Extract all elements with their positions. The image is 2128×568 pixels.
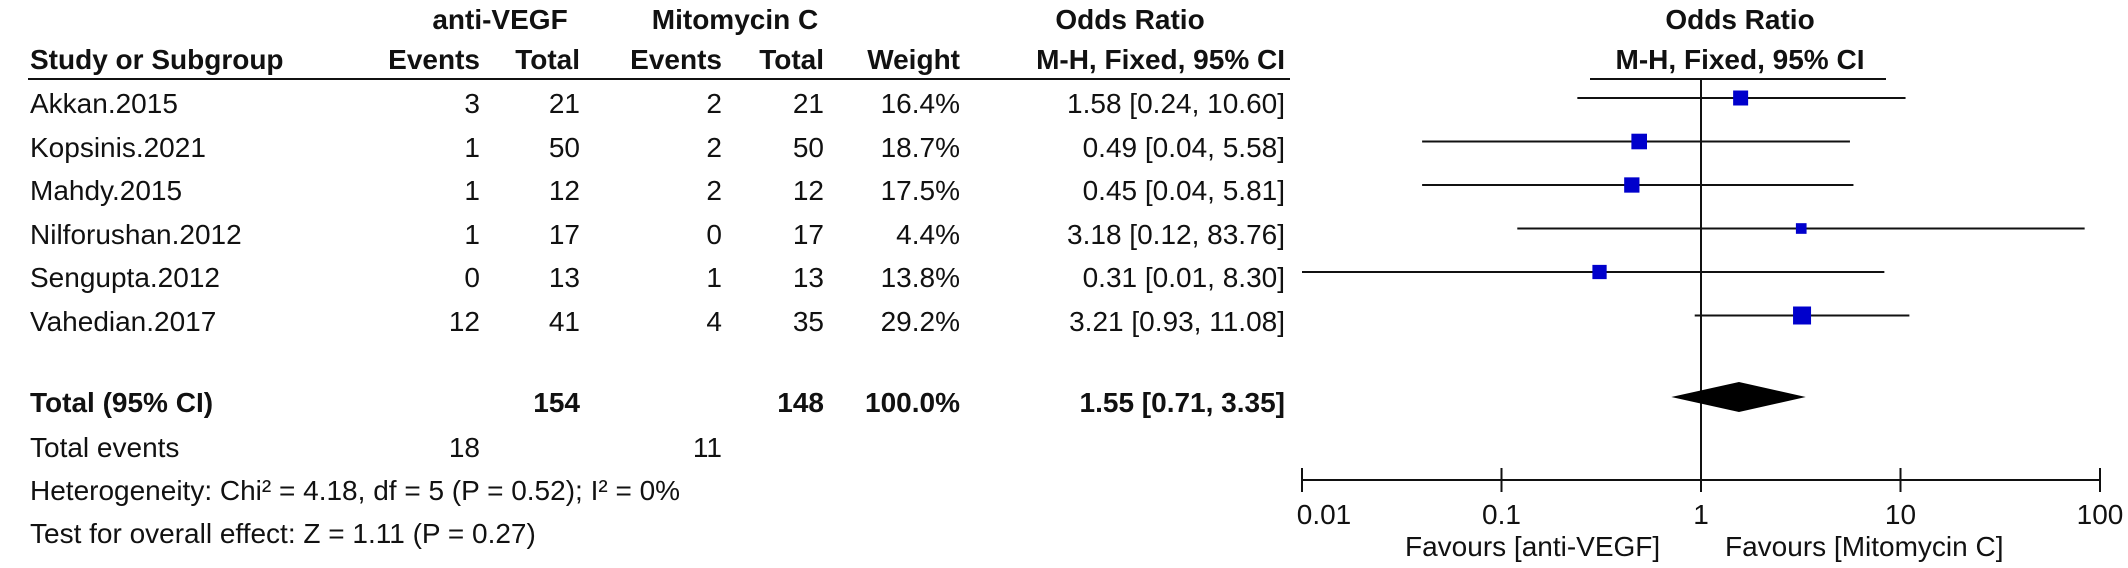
effect-measure-header: Odds Ratio xyxy=(1055,4,1205,35)
favours-right-label: Favours [Mitomycin C] xyxy=(1725,531,2004,562)
study-ci: 1.58 [0.24, 10.60] xyxy=(1067,88,1285,119)
study-total1: 21 xyxy=(548,88,580,119)
study-name: Vahedian.2017 xyxy=(30,305,217,337)
col-total1-header: Total xyxy=(515,44,580,75)
x-tick-label: 0.01 xyxy=(1297,499,1352,530)
study-total1: 50 xyxy=(548,131,580,163)
plot-method-header: M-H, Fixed, 95% CI xyxy=(1615,44,1865,75)
plot-header-underline xyxy=(1590,78,1886,80)
study-events2: 2 xyxy=(706,175,722,206)
study-name: Akkan.2015 xyxy=(30,88,178,119)
col-events2-header: Events xyxy=(630,44,722,75)
study-total1: 13 xyxy=(548,262,580,293)
study-total2: 12 xyxy=(792,175,824,206)
summary-diamond xyxy=(1671,382,1806,412)
favours-left-label: Favours [anti-VEGF] xyxy=(1405,531,1661,562)
total-events2: 11 xyxy=(692,432,722,463)
study-events1: 1 xyxy=(464,175,480,206)
x-tick-label: 10 xyxy=(1885,499,1916,530)
study-ci: 0.45 [0.04, 5.81] xyxy=(1082,175,1285,206)
col-method-header: M-H, Fixed, 95% CI xyxy=(1036,44,1285,75)
heterogeneity-text: Heterogeneity: Chi² = 4.18, df = 5 (P = … xyxy=(30,475,681,506)
study-total2: 17 xyxy=(792,218,824,250)
study-weight: 16.4% xyxy=(880,88,960,119)
total-ci: 1.55 [0.71, 3.35] xyxy=(1079,387,1285,418)
study-weight: 4.4% xyxy=(896,218,960,250)
study-marker xyxy=(1624,177,1640,193)
total-weight: 100.0% xyxy=(865,387,960,418)
x-tick-label: 1 xyxy=(1693,499,1709,530)
group1-header: anti-VEGF xyxy=(432,4,568,35)
study-name: Kopsinis.2021 xyxy=(30,131,206,163)
study-ci: 0.49 [0.04, 5.58] xyxy=(1082,131,1285,163)
study-marker xyxy=(1793,306,1812,325)
study-total1: 12 xyxy=(548,175,580,206)
study-total1: 41 xyxy=(548,305,580,337)
plot-title: Odds Ratio xyxy=(1665,4,1815,35)
study-events2: 4 xyxy=(706,305,722,337)
study-total2: 21 xyxy=(792,88,824,119)
study-events2: 0 xyxy=(706,218,722,250)
study-total2: 50 xyxy=(792,131,824,163)
total-events-label: Total events xyxy=(30,432,180,463)
study-events1: 3 xyxy=(464,88,480,119)
study-ci: 0.31 [0.01, 8.30] xyxy=(1082,262,1285,293)
study-events2: 2 xyxy=(706,131,722,163)
study-weight: 13.8% xyxy=(880,262,960,293)
study-name: Nilforushan.2012 xyxy=(30,218,242,250)
header-underline xyxy=(28,78,1290,80)
study-marker xyxy=(1631,133,1647,150)
col-total2-header: Total xyxy=(759,44,824,75)
col-study-header: Study or Subgroup xyxy=(30,44,284,75)
study-marker xyxy=(1795,223,1807,234)
study-total2: 13 xyxy=(792,262,824,293)
study-events1: 1 xyxy=(464,131,480,163)
study-events2: 2 xyxy=(706,88,722,119)
study-total2: 35 xyxy=(792,305,824,337)
total-total2: 148 xyxy=(777,387,824,418)
study-events1: 1 xyxy=(464,218,480,250)
study-ci: 3.18 [0.12, 83.76] xyxy=(1067,218,1285,250)
study-ci: 3.21 [0.93, 11.08] xyxy=(1069,305,1285,337)
study-marker xyxy=(1592,264,1607,280)
study-events2: 1 xyxy=(706,262,722,293)
study-weight: 17.5% xyxy=(880,175,960,206)
study-events1: 12 xyxy=(448,305,480,337)
group2-header: Mitomycin C xyxy=(651,4,819,35)
col-weight-header: Weight xyxy=(867,44,960,75)
overall-effect-text: Test for overall effect: Z = 1.11 (P = 0… xyxy=(30,518,536,549)
x-tick-label: 0.1 xyxy=(1482,499,1521,530)
study-events1: 0 xyxy=(464,262,480,293)
study-marker xyxy=(1733,90,1749,106)
study-name: Mahdy.2015 xyxy=(30,175,183,206)
x-tick-label: 100 xyxy=(2077,499,2124,530)
total-events1: 18 xyxy=(448,432,480,463)
total-label: Total (95% CI) xyxy=(30,387,214,418)
study-weight: 29.2% xyxy=(880,305,960,337)
study-name: Sengupta.2012 xyxy=(30,262,220,293)
study-total1: 17 xyxy=(548,218,580,250)
total-total1: 154 xyxy=(533,387,580,418)
col-events1-header: Events xyxy=(388,44,480,75)
study-weight: 18.7% xyxy=(880,131,960,163)
